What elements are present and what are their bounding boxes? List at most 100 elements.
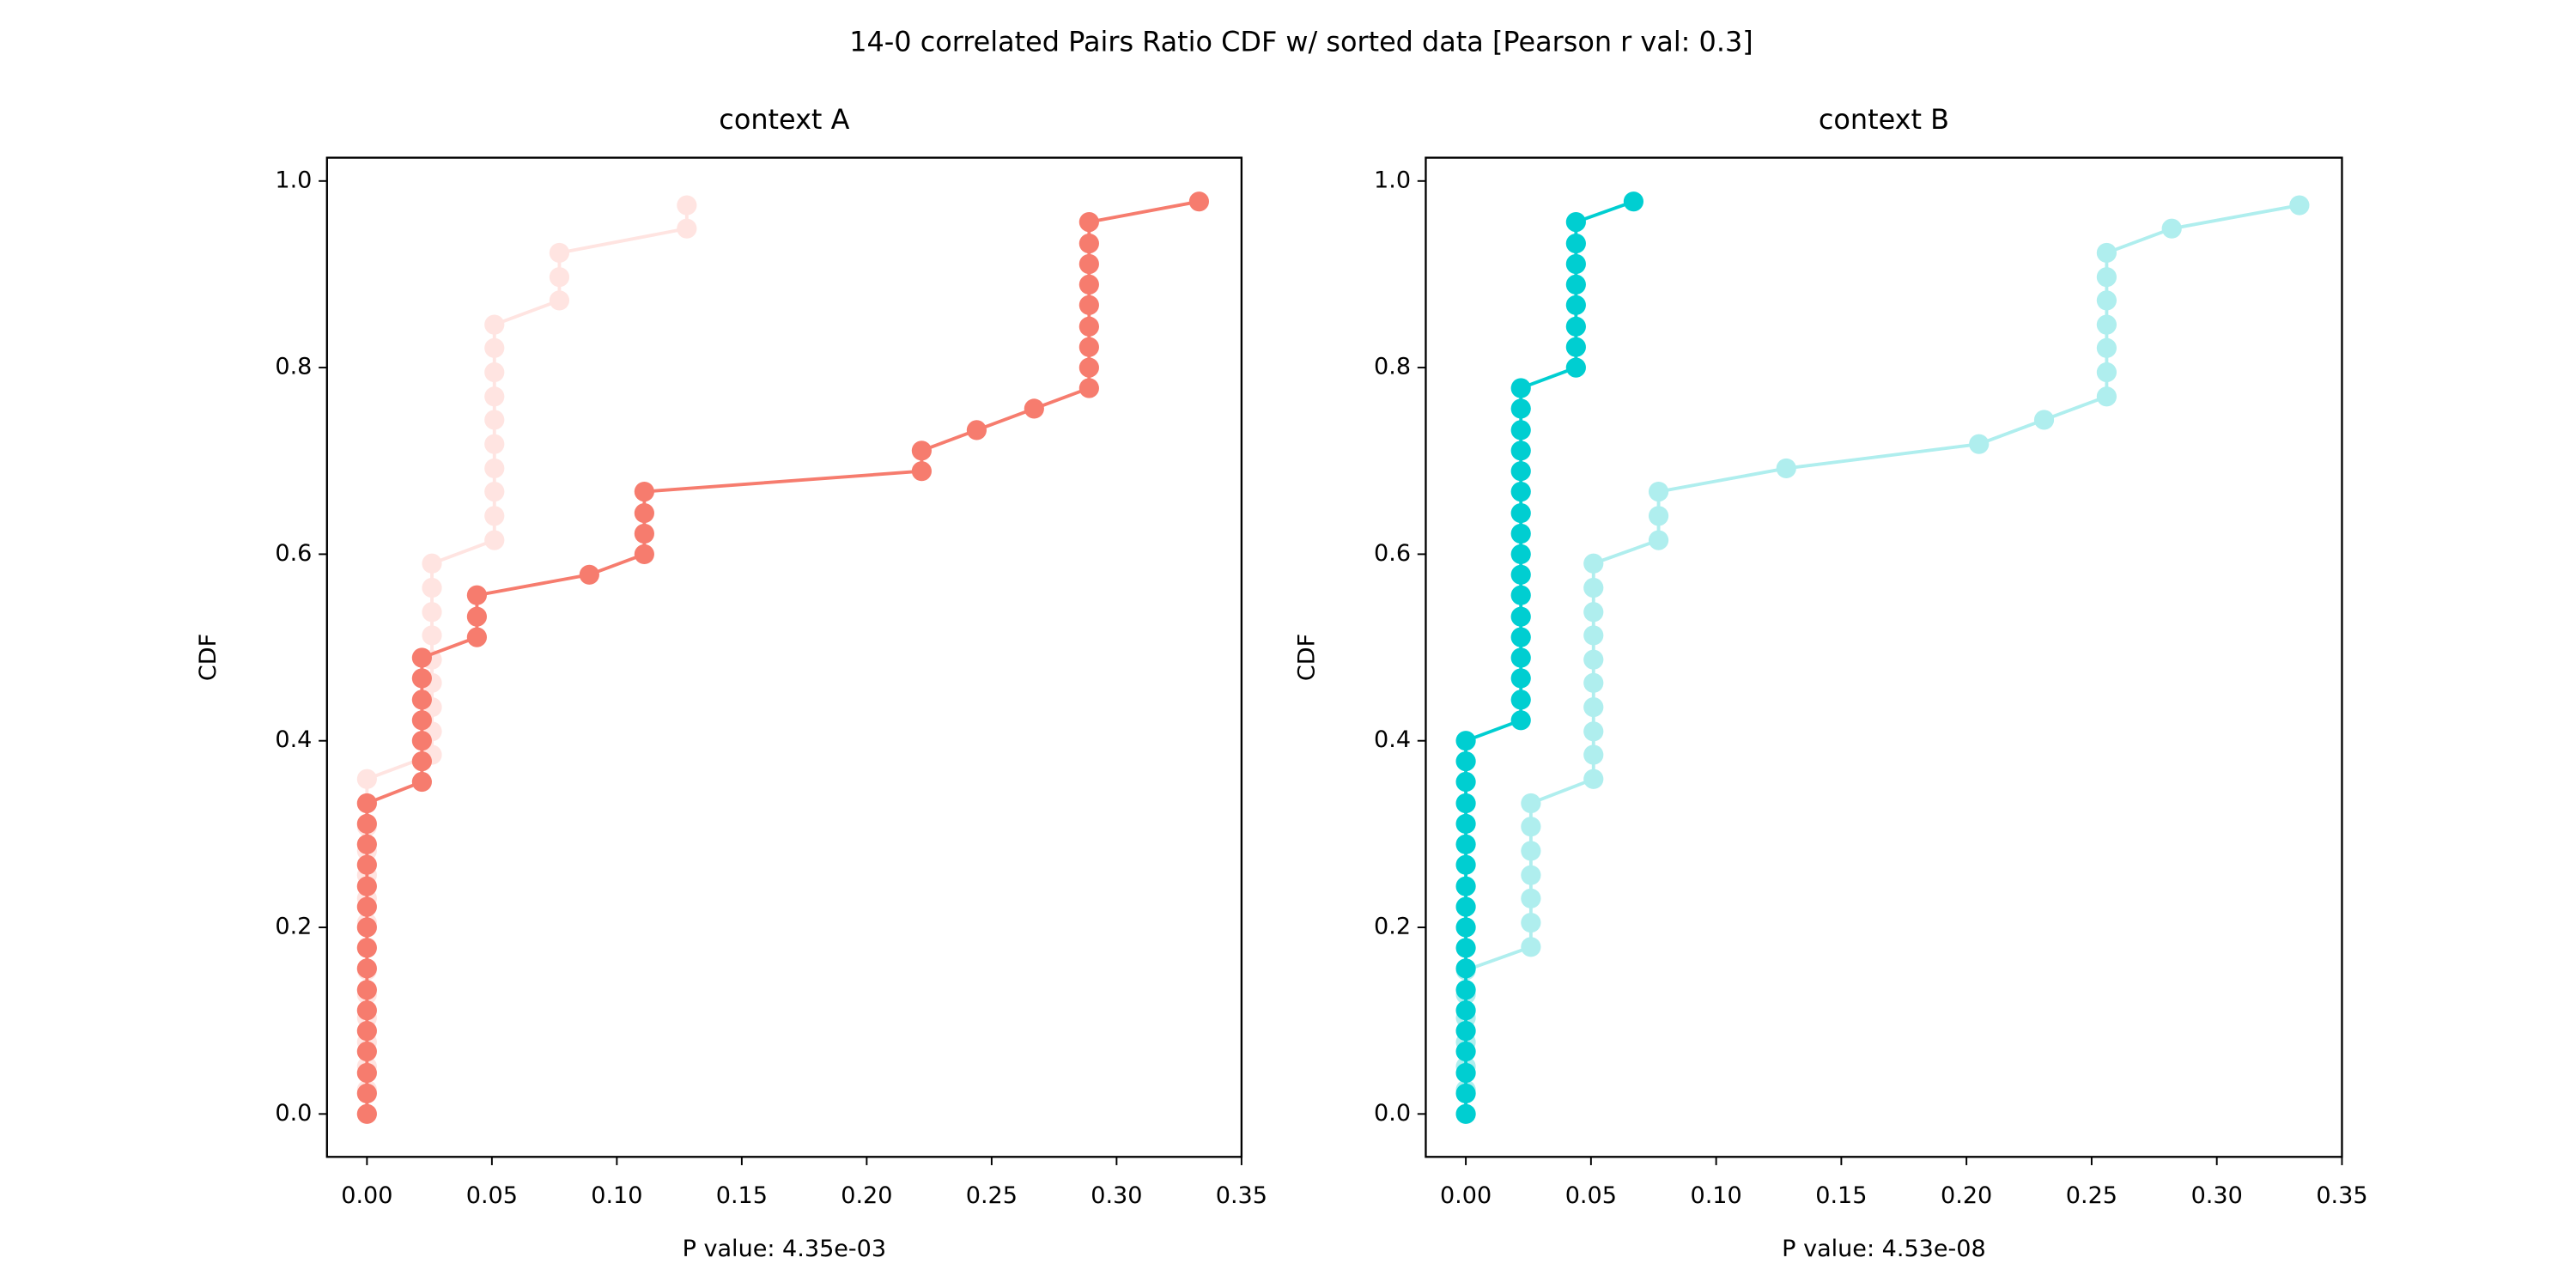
y-tick-label: 0.8: [275, 354, 312, 380]
cdf-point: [1455, 1062, 1476, 1084]
axes-title: context A: [719, 103, 849, 136]
cdf-point: [1583, 649, 1604, 670]
cdf-point: [484, 410, 505, 430]
cdf-point: [356, 1041, 377, 1062]
cdf-point: [422, 625, 442, 646]
cdf-point: [1455, 938, 1476, 958]
cdf-point: [356, 769, 377, 789]
cdf-point: [356, 1000, 377, 1021]
cdf-point: [2096, 361, 2117, 383]
cdf-point: [484, 361, 505, 383]
x-tick-label: 0.25: [966, 1182, 1018, 1209]
cdf-point: [484, 314, 505, 335]
cdf-point: [356, 917, 377, 938]
cdf-point: [1510, 544, 1531, 565]
cdf-point: [1510, 378, 1531, 398]
cdf-point: [1078, 212, 1099, 233]
cdf-point: [356, 834, 377, 854]
cdf-point: [2096, 290, 2117, 311]
cdf-point: [1510, 398, 1531, 419]
y-tick-label: 0.6: [1374, 540, 1411, 567]
cdf-point: [1510, 647, 1531, 668]
cdf-point: [911, 440, 932, 461]
axes-title: context B: [1819, 103, 1949, 136]
x-tick-label: 0.35: [2316, 1182, 2367, 1209]
cdf-point: [484, 337, 505, 358]
cdf-point: [466, 627, 487, 647]
cdf-point: [356, 1062, 377, 1084]
cdf-point: [1565, 295, 1586, 315]
cdf-point: [1455, 896, 1476, 917]
cdf-point: [411, 751, 432, 772]
cdf-point: [356, 876, 377, 896]
y-tick-label: 0.4: [1374, 726, 1411, 753]
cdf-point: [2096, 337, 2117, 358]
cdf-point: [356, 1103, 377, 1124]
cdf-point: [1565, 337, 1586, 357]
cdf-point: [1078, 316, 1099, 337]
cdf-point: [411, 647, 432, 668]
cdf-point: [1648, 506, 1669, 526]
cdf-point: [484, 434, 505, 454]
cdf-point: [677, 195, 697, 216]
x-tick-label: 0.20: [841, 1182, 892, 1209]
cdf-point: [1648, 482, 1669, 502]
cdf-point: [1510, 502, 1531, 524]
cdf-point: [1510, 482, 1531, 502]
cdf-point: [356, 1021, 377, 1042]
cdf-point: [1521, 793, 1541, 814]
x-axis-label: P value: 4.53e-08: [1782, 1236, 1986, 1262]
cdf-point: [2096, 267, 2117, 288]
cdf-point: [911, 461, 932, 482]
cdf-point: [634, 523, 654, 544]
cdf-point: [634, 544, 654, 565]
cdf-point: [422, 553, 442, 574]
cdf-point: [2096, 314, 2117, 335]
cdf-point: [1776, 458, 1796, 479]
cdf-point: [1521, 912, 1541, 933]
cdf-point: [1623, 191, 1644, 212]
cdf-point: [1188, 191, 1210, 212]
cdf-point: [466, 606, 487, 627]
cdf-point: [549, 290, 570, 311]
x-tick-label: 0.10: [591, 1182, 642, 1209]
cdf-point: [634, 502, 654, 524]
cdf-point: [1455, 917, 1476, 938]
cdf-point: [411, 731, 432, 751]
cdf-point: [634, 482, 654, 502]
y-tick-label: 0.2: [275, 914, 312, 940]
cdf-point: [1583, 553, 1604, 574]
cdf-point: [1583, 577, 1604, 598]
cdf-point: [1455, 854, 1476, 875]
y-tick-label: 0.0: [275, 1100, 312, 1127]
cdf-point: [356, 938, 377, 958]
cdf-point: [2096, 386, 2117, 407]
cdf-point: [1521, 841, 1541, 861]
cdf-point: [411, 690, 432, 710]
cdf-point: [356, 793, 377, 814]
cdf-point: [1455, 1103, 1476, 1124]
cdf-point: [1510, 668, 1531, 689]
x-tick-label: 0.05: [1565, 1182, 1617, 1209]
cdf-point: [1455, 813, 1476, 835]
x-tick-label: 0.15: [716, 1182, 768, 1209]
y-tick-label: 0.0: [1374, 1100, 1411, 1127]
cdf-point: [1583, 769, 1604, 789]
cdf-point: [1078, 253, 1099, 275]
cdf-point: [411, 771, 432, 793]
cdf-point: [1521, 865, 1541, 885]
cdf-point: [1521, 817, 1541, 837]
cdf-point: [484, 530, 505, 550]
cdf-point: [1583, 696, 1604, 718]
cdf-point: [1455, 834, 1476, 854]
cdf-point: [1455, 751, 1476, 772]
cdf-point: [1648, 530, 1669, 550]
x-tick-label: 0.20: [1941, 1182, 1992, 1209]
cdf-point: [1455, 771, 1476, 793]
cdf-point: [1521, 937, 1541, 957]
cdf-point: [1565, 233, 1586, 254]
cdf-point: [1521, 888, 1541, 908]
y-axis-label: CDF: [1294, 634, 1321, 681]
